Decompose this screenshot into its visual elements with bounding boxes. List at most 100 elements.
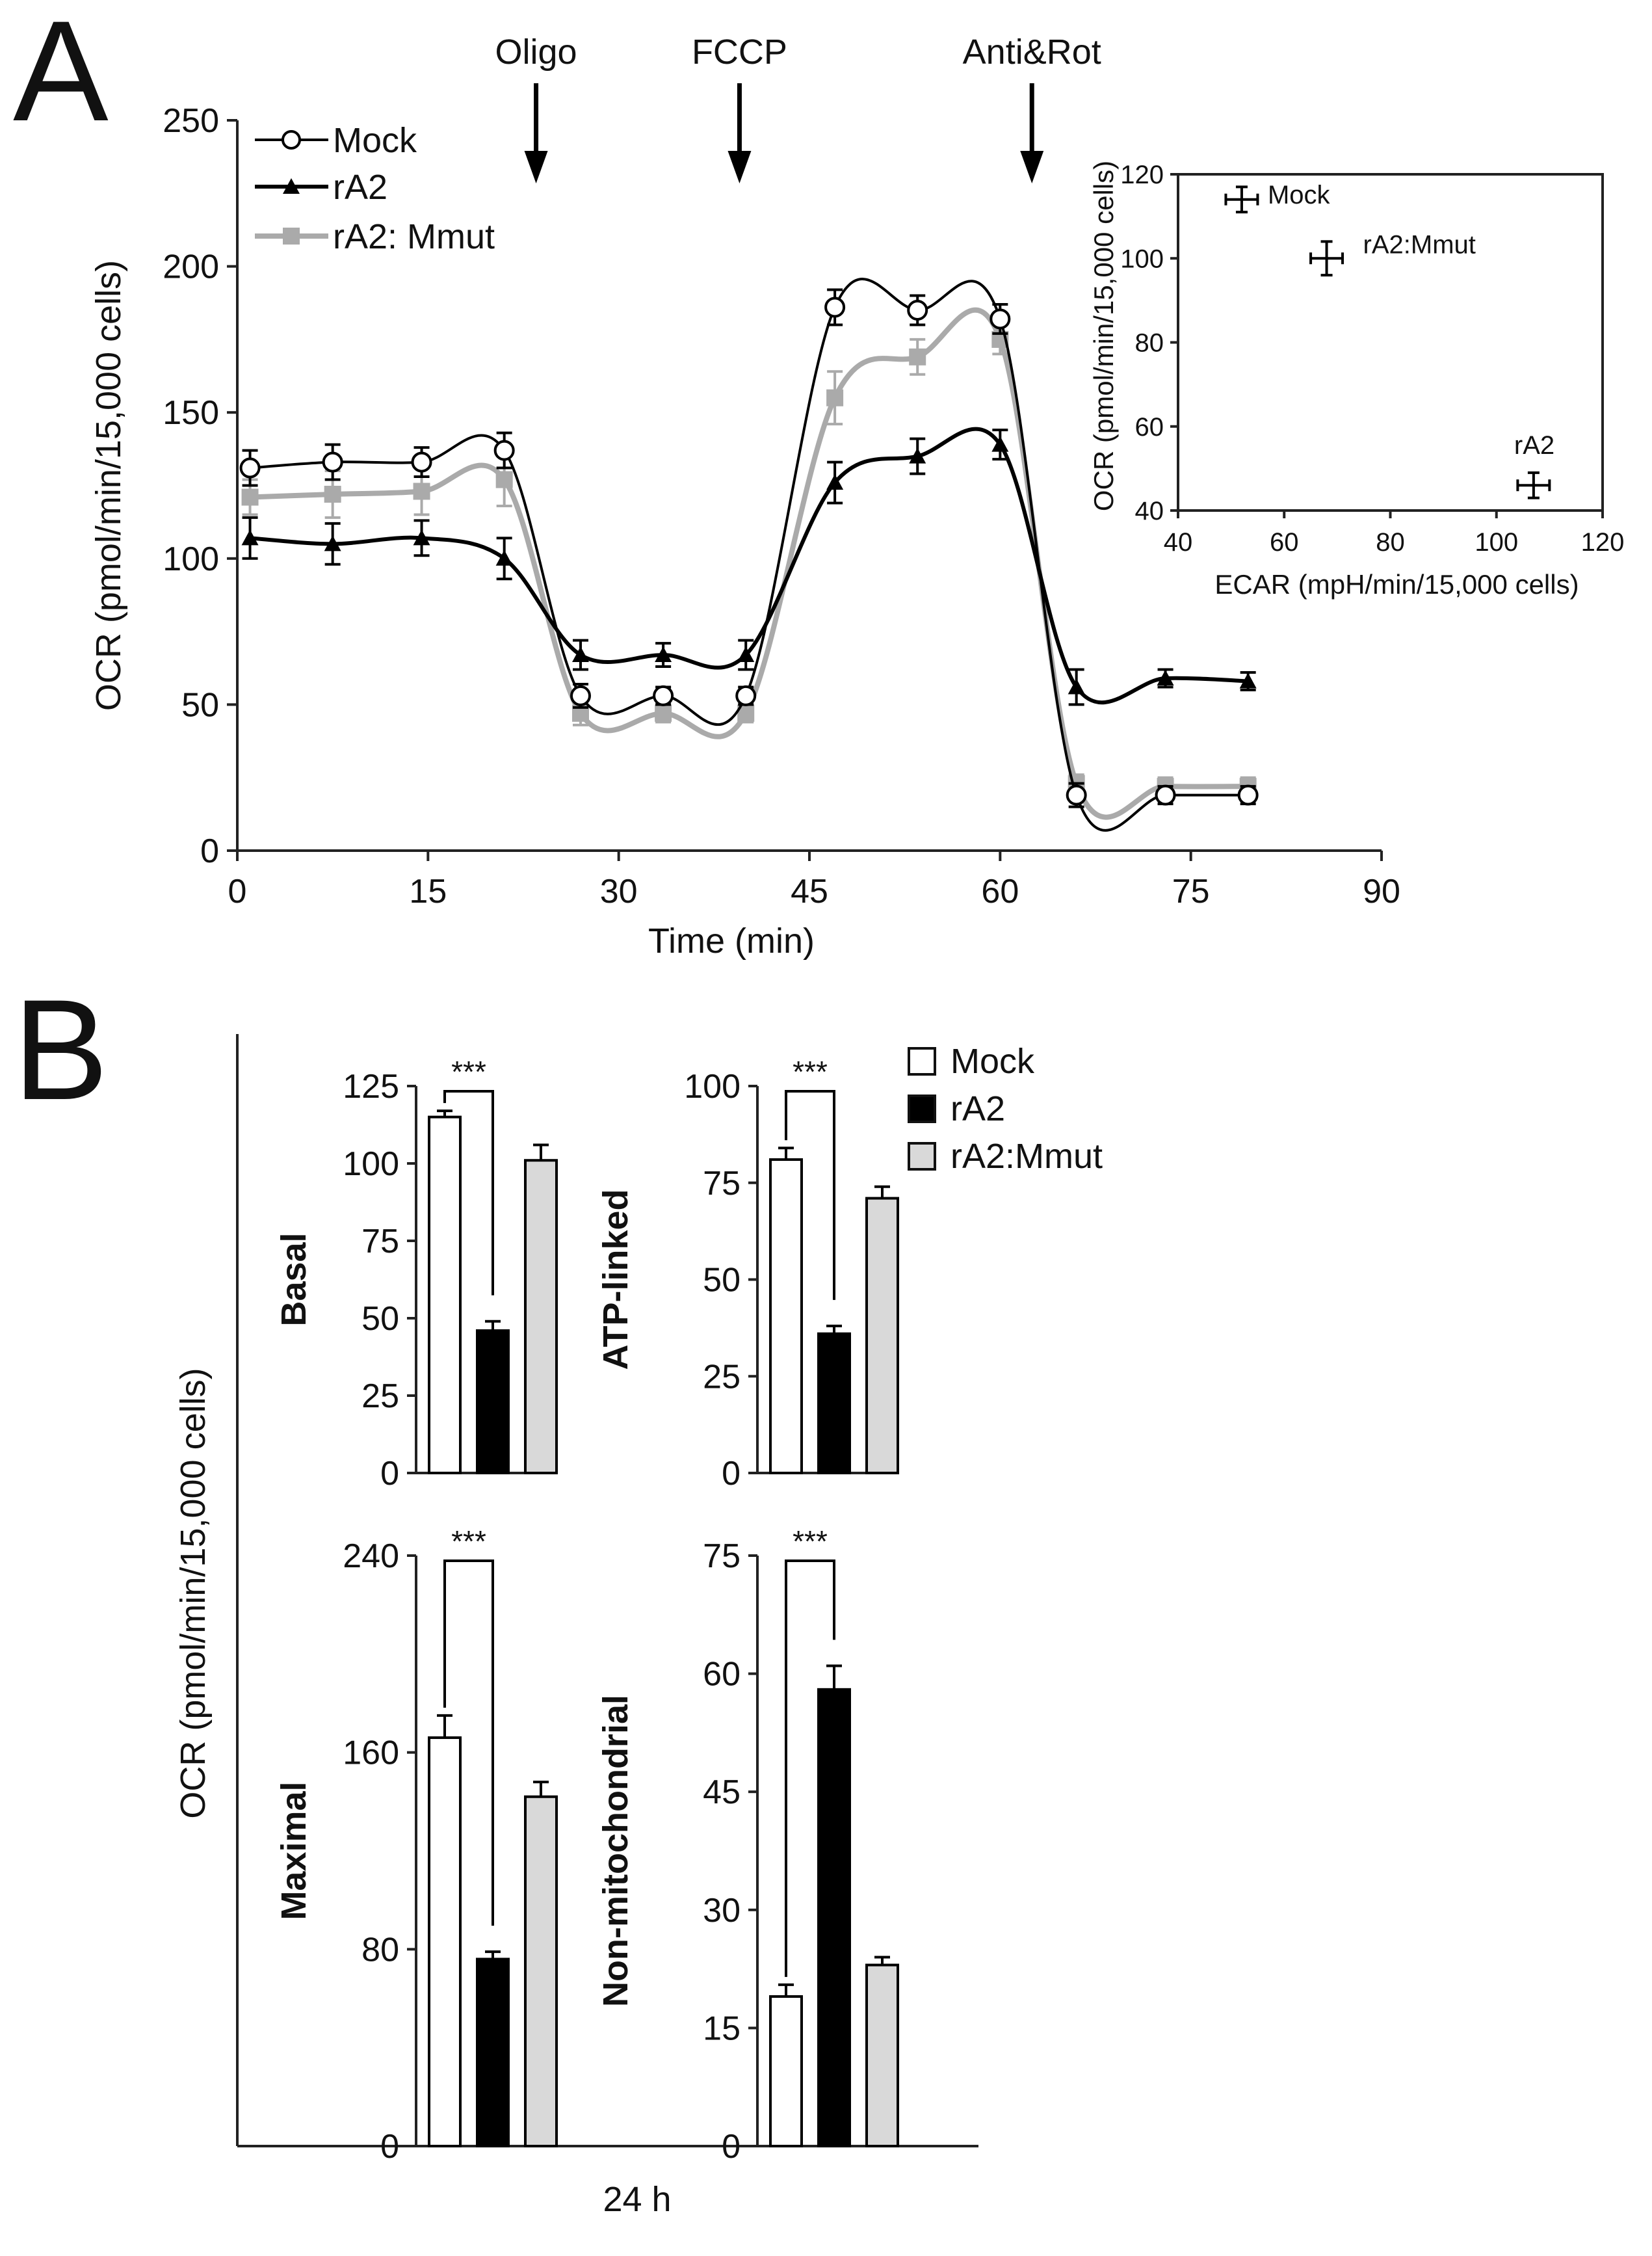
y-tick-label: 100: [163, 540, 219, 578]
bar-mock: [428, 1736, 462, 2147]
inset-x-tick-label: 120: [1581, 528, 1625, 557]
inset-y-tick-label: 120: [1120, 161, 1164, 189]
significance-bracket: [785, 1559, 835, 1977]
inset-point-label-mock: Mock: [1268, 181, 1331, 209]
data-point-mock: [411, 451, 432, 473]
inset-point-ra2-mmut: [1309, 240, 1344, 277]
data-point-ra2-mmut: [324, 485, 341, 503]
bar-chart-title-basal: Basal: [274, 1232, 313, 1326]
data-point-ra2-mmut: [655, 704, 672, 722]
bar-mock: [428, 1115, 462, 1474]
non-mitochondrial-bar-chart: 0 15 30 45 60 75 Non-mitochondrial ***: [596, 1524, 899, 2166]
data-point-ra2: [413, 529, 430, 546]
data-point-ra2: [909, 447, 926, 464]
bar-y-tick-label: 15: [703, 2010, 741, 2047]
bar-chart-title-atp-linked: ATP-linked: [596, 1189, 635, 1370]
panel-b-label: B: [13, 970, 109, 1130]
y-tick-label: 200: [163, 248, 219, 286]
bar-y-tick-label: 160: [343, 1734, 399, 1772]
data-point-mock: [824, 297, 846, 318]
legend-marker-ra2: [283, 178, 300, 194]
panel-b-x-label: 24 h: [603, 2180, 671, 2219]
legend-swatch-ra2-mmut: [908, 1142, 936, 1171]
data-point-ra2: [655, 646, 672, 663]
inset-y-tick-label: 40: [1135, 497, 1164, 525]
bar-y-tick-label: 0: [722, 2128, 741, 2166]
bar-ra2-mmut: [865, 1963, 899, 2147]
bar-y-tick-label: 240: [343, 1537, 399, 1575]
inset-y-tick-label: 100: [1120, 245, 1164, 273]
data-point-ra2: [1157, 669, 1174, 685]
data-point-ra2: [737, 646, 755, 663]
data-point-ra2-mmut: [495, 471, 513, 488]
basal-bar-chart: 0 25 50 75 100 125 Basal ***: [274, 1055, 558, 1493]
ocr-time-course-chart: 0 50 100 150 200 250 0 15 30 45 60 75 90 Time (min) OC…: [89, 33, 1400, 961]
inset-x-tick-label: 60: [1270, 528, 1299, 557]
y-tick-label: 50: [181, 686, 219, 724]
data-point-ra2-mmut: [826, 389, 844, 406]
inset-point-label-ra2: rA2: [1514, 431, 1554, 460]
inset-y-axis-label: OCR (pmol/min/15,000 cells): [1088, 161, 1119, 511]
data-point-mock: [907, 299, 928, 321]
data-point-mock: [239, 457, 261, 479]
legend-marker-mock: [282, 130, 301, 150]
bar-y-tick-label: 75: [361, 1223, 399, 1260]
x-tick-label: 45: [791, 873, 828, 910]
data-point-mock: [653, 685, 674, 706]
inset-point-mock: [1224, 185, 1259, 214]
inset-x-axis-label: ECAR (mpH/min/15,000 cells): [1214, 569, 1579, 600]
significance-label: ***: [793, 1524, 828, 1558]
bar-ra2-mmut: [524, 1159, 558, 1474]
data-point-ra2: [1068, 678, 1085, 695]
legend-label-ra2: rA2: [333, 168, 387, 207]
y-tick-label: 250: [163, 102, 219, 140]
injection-arrowhead: [728, 151, 752, 183]
bar-y-tick-label: 30: [703, 1892, 741, 1930]
bar-y-tick-label: 60: [703, 1656, 741, 1693]
data-point-ra2-mmut: [241, 488, 259, 506]
panel-b-legend: Mock rA2 rA2:Mmut: [908, 1042, 1103, 1176]
bar-y-tick-label: 0: [722, 1455, 741, 1493]
inset-x-tick-label: 80: [1376, 528, 1405, 557]
significance-bracket: [785, 1090, 835, 1300]
data-point-ra2-mmut: [413, 483, 430, 500]
data-point-mock: [322, 451, 343, 473]
bar-ra2: [817, 1688, 851, 2147]
injection-label-fccp: FCCP: [692, 33, 787, 72]
data-point-ra2: [826, 474, 844, 490]
data-point-mock: [735, 685, 757, 706]
bar-y-tick-label: 100: [684, 1068, 741, 1106]
injection-arrowhead: [1020, 151, 1044, 183]
panel-b-y-label: OCR (pmol/min/15,000 cells): [174, 1368, 213, 1818]
x-tick-label: 0: [228, 873, 247, 910]
bar-y-tick-label: 80: [361, 1931, 399, 1969]
legend-label-ra2: rA2: [951, 1089, 1005, 1128]
x-tick-label: 75: [1172, 873, 1210, 910]
injection-label-oligo: Oligo: [495, 33, 577, 72]
bar-y-tick-label: 75: [703, 1165, 741, 1202]
legend-swatch-mock: [908, 1047, 936, 1076]
bar-chart-title-non-mitochondrial: Non-mitochondrial: [596, 1695, 635, 2007]
data-point-ra2: [1239, 672, 1257, 689]
bar-ra2-mmut: [865, 1197, 899, 1475]
data-point-mock: [1066, 784, 1087, 806]
bar-y-tick-label: 50: [703, 1262, 741, 1299]
bar-ra2-mmut: [524, 1795, 558, 2147]
injection-label-anti-rot: Anti&Rot: [963, 33, 1101, 72]
inset-point-label-ra2-mmut: rA2:Mmut: [1363, 230, 1476, 259]
bar-ra2: [817, 1332, 851, 1475]
maximal-bar-chart: 0 80 160 240 Maximal ***: [274, 1524, 558, 2166]
y-tick-label: 0: [200, 832, 219, 870]
legend-label-mock: Mock: [951, 1042, 1035, 1081]
x-tick-label: 60: [981, 873, 1019, 910]
inset-frame: [1177, 173, 1604, 512]
bar-y-tick-label: 125: [343, 1068, 399, 1106]
x-tick-label: 30: [600, 873, 638, 910]
data-point-mock: [990, 308, 1011, 330]
y-tick-label: 150: [163, 394, 219, 432]
bar-y-tick-label: 75: [703, 1537, 741, 1575]
legend-label-ra2-mmut: rA2: Mmut: [333, 217, 495, 256]
y-axis-label: OCR (pmol/min/15,000 cells): [89, 260, 128, 711]
